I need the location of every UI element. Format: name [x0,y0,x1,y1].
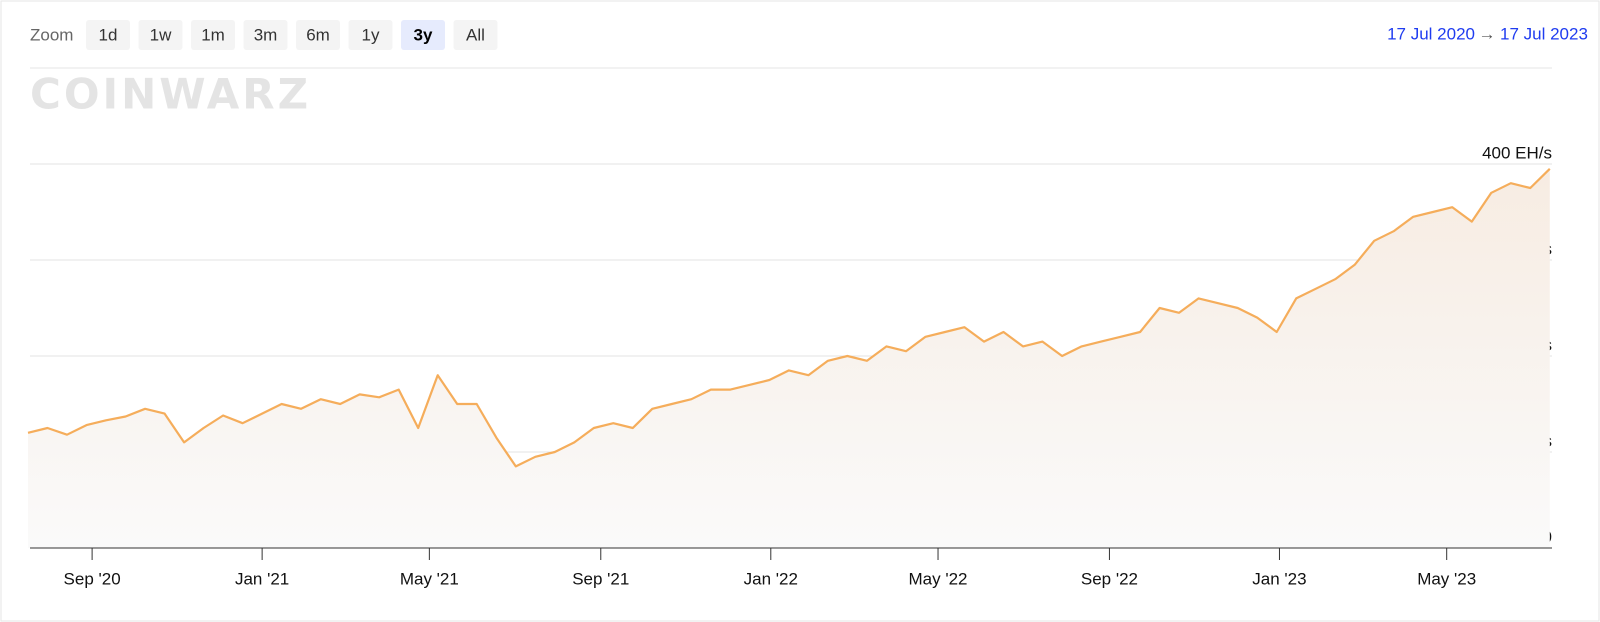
line [27,168,1551,468]
zoom-button-label[interactable]: All [466,25,485,44]
zoom-button[interactable] [296,20,340,50]
x-tick-label: Jan '22 [744,569,798,588]
zoom-button-label[interactable]: 1m [201,25,225,44]
zoom-button[interactable] [86,20,130,50]
zoom-button-label[interactable]: 3y [414,25,433,44]
range-start[interactable]: 17 Jul 2020 [1387,24,1475,43]
zoom-button[interactable] [243,20,288,50]
watermark: COINWARZ [30,70,311,119]
range-separator: → [1479,24,1496,43]
zoom-label: Zoom [30,25,73,44]
zoom-button-label[interactable]: 6m [306,25,330,44]
zoom-button[interactable] [191,20,235,50]
y-tick-label: 400 EH/s [1482,143,1552,162]
x-tick-label: Sep '20 [64,569,121,588]
x-tick-label: May '21 [400,569,459,588]
zoom-button[interactable] [138,20,183,50]
zoom-button[interactable] [453,20,498,50]
zoom-button[interactable] [401,20,445,50]
range-end[interactable]: 17 Jul 2023 [1500,24,1588,43]
x-tick-label: May '23 [1417,569,1476,588]
zoom-button-label[interactable]: 1d [99,25,118,44]
zoom-button[interactable] [348,20,393,50]
zoom-button-label[interactable]: 1y [362,25,380,44]
x-tick-label: Sep '21 [572,569,629,588]
x-tick-label: Jan '21 [235,569,289,588]
zoom-button-label[interactable]: 3m [254,25,278,44]
area [28,168,1550,549]
x-tick-label: Sep '22 [1081,569,1138,588]
zoom-button-label[interactable]: 1w [150,25,172,44]
x-tick-label: May '22 [909,569,968,588]
x-tick-label: Jan '23 [1252,569,1306,588]
